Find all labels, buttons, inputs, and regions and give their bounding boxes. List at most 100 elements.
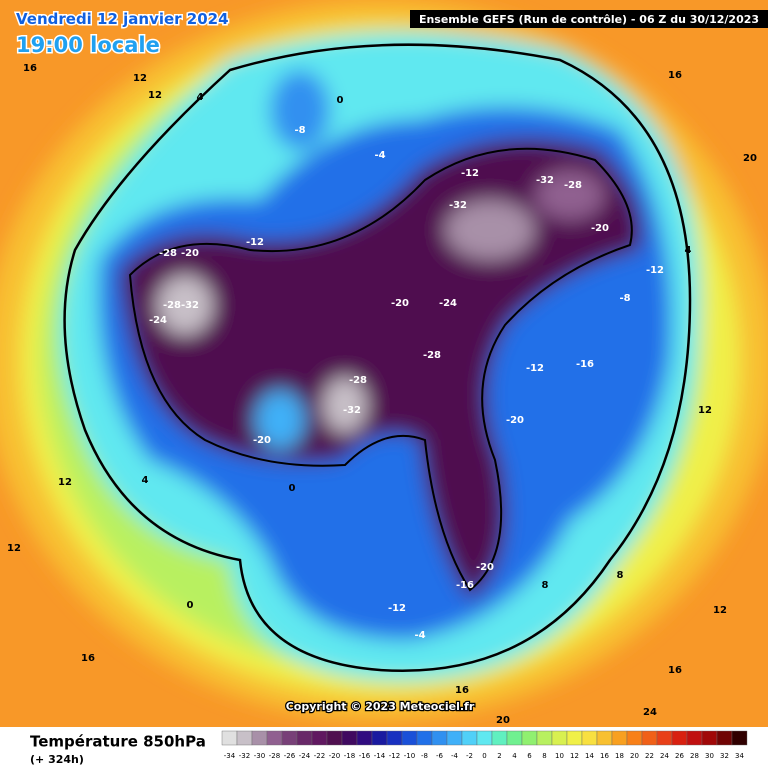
scale-label: 20 xyxy=(630,752,639,760)
scale-swatch xyxy=(566,730,583,746)
scale-swatch xyxy=(386,730,403,746)
scale-swatch xyxy=(506,730,523,746)
isotherm-label: 12 xyxy=(133,73,147,84)
scale-swatch xyxy=(266,730,283,746)
isotherm-label: -12 xyxy=(388,603,406,614)
scale-label: 16 xyxy=(600,752,609,760)
scale-label: -20 xyxy=(329,752,340,760)
scale-label: -8 xyxy=(421,752,428,760)
scale-label: -32 xyxy=(239,752,250,760)
isotherm-label: 0 xyxy=(289,483,296,494)
scale-label: 34 xyxy=(735,752,744,760)
scale-swatch xyxy=(281,730,298,746)
scale-label: -2 xyxy=(466,752,473,760)
scale-swatch xyxy=(521,730,538,746)
isotherm-label: 0 xyxy=(187,600,194,611)
color-scale: -34 -32 -30 -28 -26 -24 -22 -20 -18 -16 -14 -12 -10-… xyxy=(221,730,748,760)
legend-title: Température 850hPa xyxy=(30,733,206,751)
isotherm-label: -8 xyxy=(619,293,630,304)
isotherm-label: 24 xyxy=(643,707,657,718)
scale-swatch xyxy=(656,730,673,746)
scale-label: -4 xyxy=(451,752,459,760)
isotherm-label: -24 xyxy=(149,315,167,326)
isotherm-label: 12 xyxy=(148,90,162,101)
scale-label: 18 xyxy=(615,752,624,760)
scale-label: -24 xyxy=(299,752,311,760)
isotherm-label: 8 xyxy=(617,570,624,581)
isotherm-label: -12 xyxy=(526,363,544,374)
isotherm-label: -28 xyxy=(159,248,177,259)
scale-swatch xyxy=(551,730,568,746)
scale-label: 12 xyxy=(570,752,579,760)
scale-swatch xyxy=(701,730,718,746)
isotherm-label: -32 xyxy=(536,175,554,186)
map-date: Vendredi 12 janvier 2024 xyxy=(16,10,229,28)
scale-label: -12 xyxy=(389,752,400,760)
scale-swatch xyxy=(401,730,418,746)
scale-swatch xyxy=(461,730,478,746)
isotherm-label: 4 xyxy=(142,475,149,486)
scale-label: -6 xyxy=(436,752,444,760)
isotherm-label: -20 xyxy=(591,223,609,234)
scale-label: 22 xyxy=(645,752,654,760)
isotherm-label: 20 xyxy=(496,715,510,726)
scale-label: 24 xyxy=(660,752,669,760)
scale-label: -18 xyxy=(344,752,355,760)
scale-swatch xyxy=(431,730,448,746)
legend-subtitle: (+ 324h) xyxy=(30,753,84,766)
isotherm-0 xyxy=(63,43,692,672)
scale-swatch xyxy=(626,730,643,746)
scale-swatch xyxy=(356,730,373,746)
scale-label: -16 xyxy=(359,752,371,760)
isotherm-label: -20 xyxy=(391,298,409,309)
scale-swatch xyxy=(251,730,268,746)
scale-label: 10 xyxy=(555,752,564,760)
scale-label: -22 xyxy=(314,752,325,760)
isotherm-label: -32 xyxy=(343,405,361,416)
isotherm-label: -12 xyxy=(461,168,479,179)
isotherm-label: -20 xyxy=(476,562,494,573)
isotherm-label: -28 xyxy=(349,375,367,386)
isotherm-label: 16 xyxy=(668,665,682,676)
scale-swatch xyxy=(671,730,688,746)
scale-swatch xyxy=(311,730,328,746)
isotherm-label: -28 xyxy=(423,350,441,361)
isotherm-label: -4 xyxy=(374,150,385,161)
isotherm-label: -28 xyxy=(564,180,582,191)
scale-swatch xyxy=(221,730,238,746)
isotherm-label: 8 xyxy=(542,580,549,591)
scale-swatch xyxy=(446,730,463,746)
copyright: Copyright © 2023 Meteociel.fr xyxy=(286,700,475,713)
scale-label: -28 xyxy=(269,752,280,760)
scale-label: -30 xyxy=(254,752,265,760)
isotherm-label: 4 xyxy=(197,92,204,103)
scale-swatch xyxy=(731,730,748,746)
scale-swatch xyxy=(476,730,493,746)
scale-swatch xyxy=(416,730,433,746)
scale-swatch xyxy=(716,730,733,746)
isotherm-label: 12 xyxy=(698,405,712,416)
scale-label: -34 xyxy=(224,752,236,760)
isotherm-label: 16 xyxy=(81,653,95,664)
scale-label: 6 xyxy=(527,752,532,760)
scale-swatch xyxy=(491,730,508,746)
isotherm-label: 16 xyxy=(23,63,37,74)
scale-label: 4 xyxy=(512,752,517,760)
isotherm-label: -20 xyxy=(181,248,199,259)
scale-label: -14 xyxy=(374,752,386,760)
isotherm-label: -20 xyxy=(506,415,524,426)
isotherm-label: -8 xyxy=(294,125,305,136)
scale-swatch xyxy=(581,730,598,746)
scale-swatch xyxy=(536,730,553,746)
scale-swatch xyxy=(371,730,388,746)
isotherm-label: 12 xyxy=(7,543,21,554)
scale-label: -26 xyxy=(284,752,296,760)
scale-label: 8 xyxy=(542,752,546,760)
run-info: Ensemble GEFS (Run de contrôle) - 06 Z d… xyxy=(419,13,759,26)
isotherm-label: 4 xyxy=(685,245,692,256)
isotherm-label: 16 xyxy=(668,70,682,81)
isotherm-label: -16 xyxy=(456,580,474,591)
